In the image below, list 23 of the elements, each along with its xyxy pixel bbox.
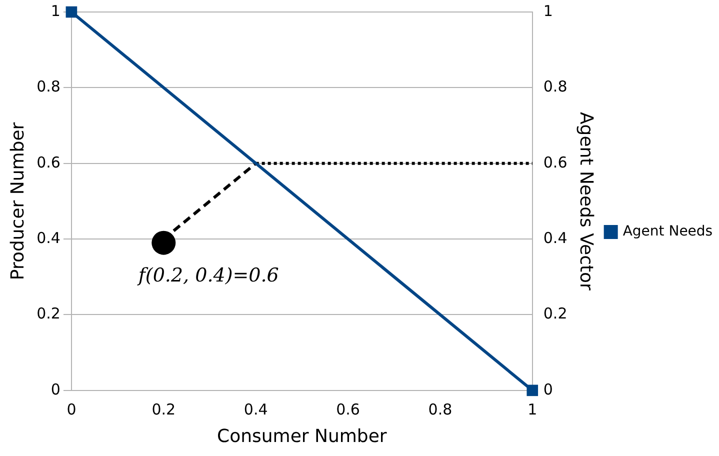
y-tick-label: 1 (50, 2, 60, 20)
y-tick-label: 0.6 (36, 153, 60, 172)
y2-tick-label: 0 (543, 380, 553, 398)
y2-axis-title: Agent Needs Vector (575, 112, 596, 292)
y2-tick-label: 0.2 (543, 304, 568, 323)
x-tick-label: 0 (66, 400, 76, 418)
y2-tick-label: 1 (543, 2, 553, 20)
y-tick-label: 0 (50, 380, 60, 398)
x-tick-label: 0.6 (336, 400, 360, 418)
x-tick-label: 0.2 (152, 400, 176, 418)
x-tick-label: 0.4 (244, 400, 268, 418)
y-tick-label: 0.2 (36, 304, 60, 323)
y2-tick-label: 0.4 (543, 228, 568, 247)
y-tick-label: 0.4 (36, 228, 60, 247)
annotation: f(0.2, 0.4)=0.6 (136, 264, 279, 286)
y2-tick-label: 0.8 (543, 78, 568, 96)
legend-label: Agent Needs (622, 224, 713, 240)
x-tick-label: 1 (528, 400, 538, 418)
x-tick-label: 0.8 (428, 400, 452, 418)
x-axis-title: Consumer Number (217, 426, 388, 447)
y-axis-title: Producer Number (7, 122, 28, 280)
y-tick-label: 0.8 (36, 78, 60, 96)
y2-tick-label: 0.6 (543, 153, 568, 172)
